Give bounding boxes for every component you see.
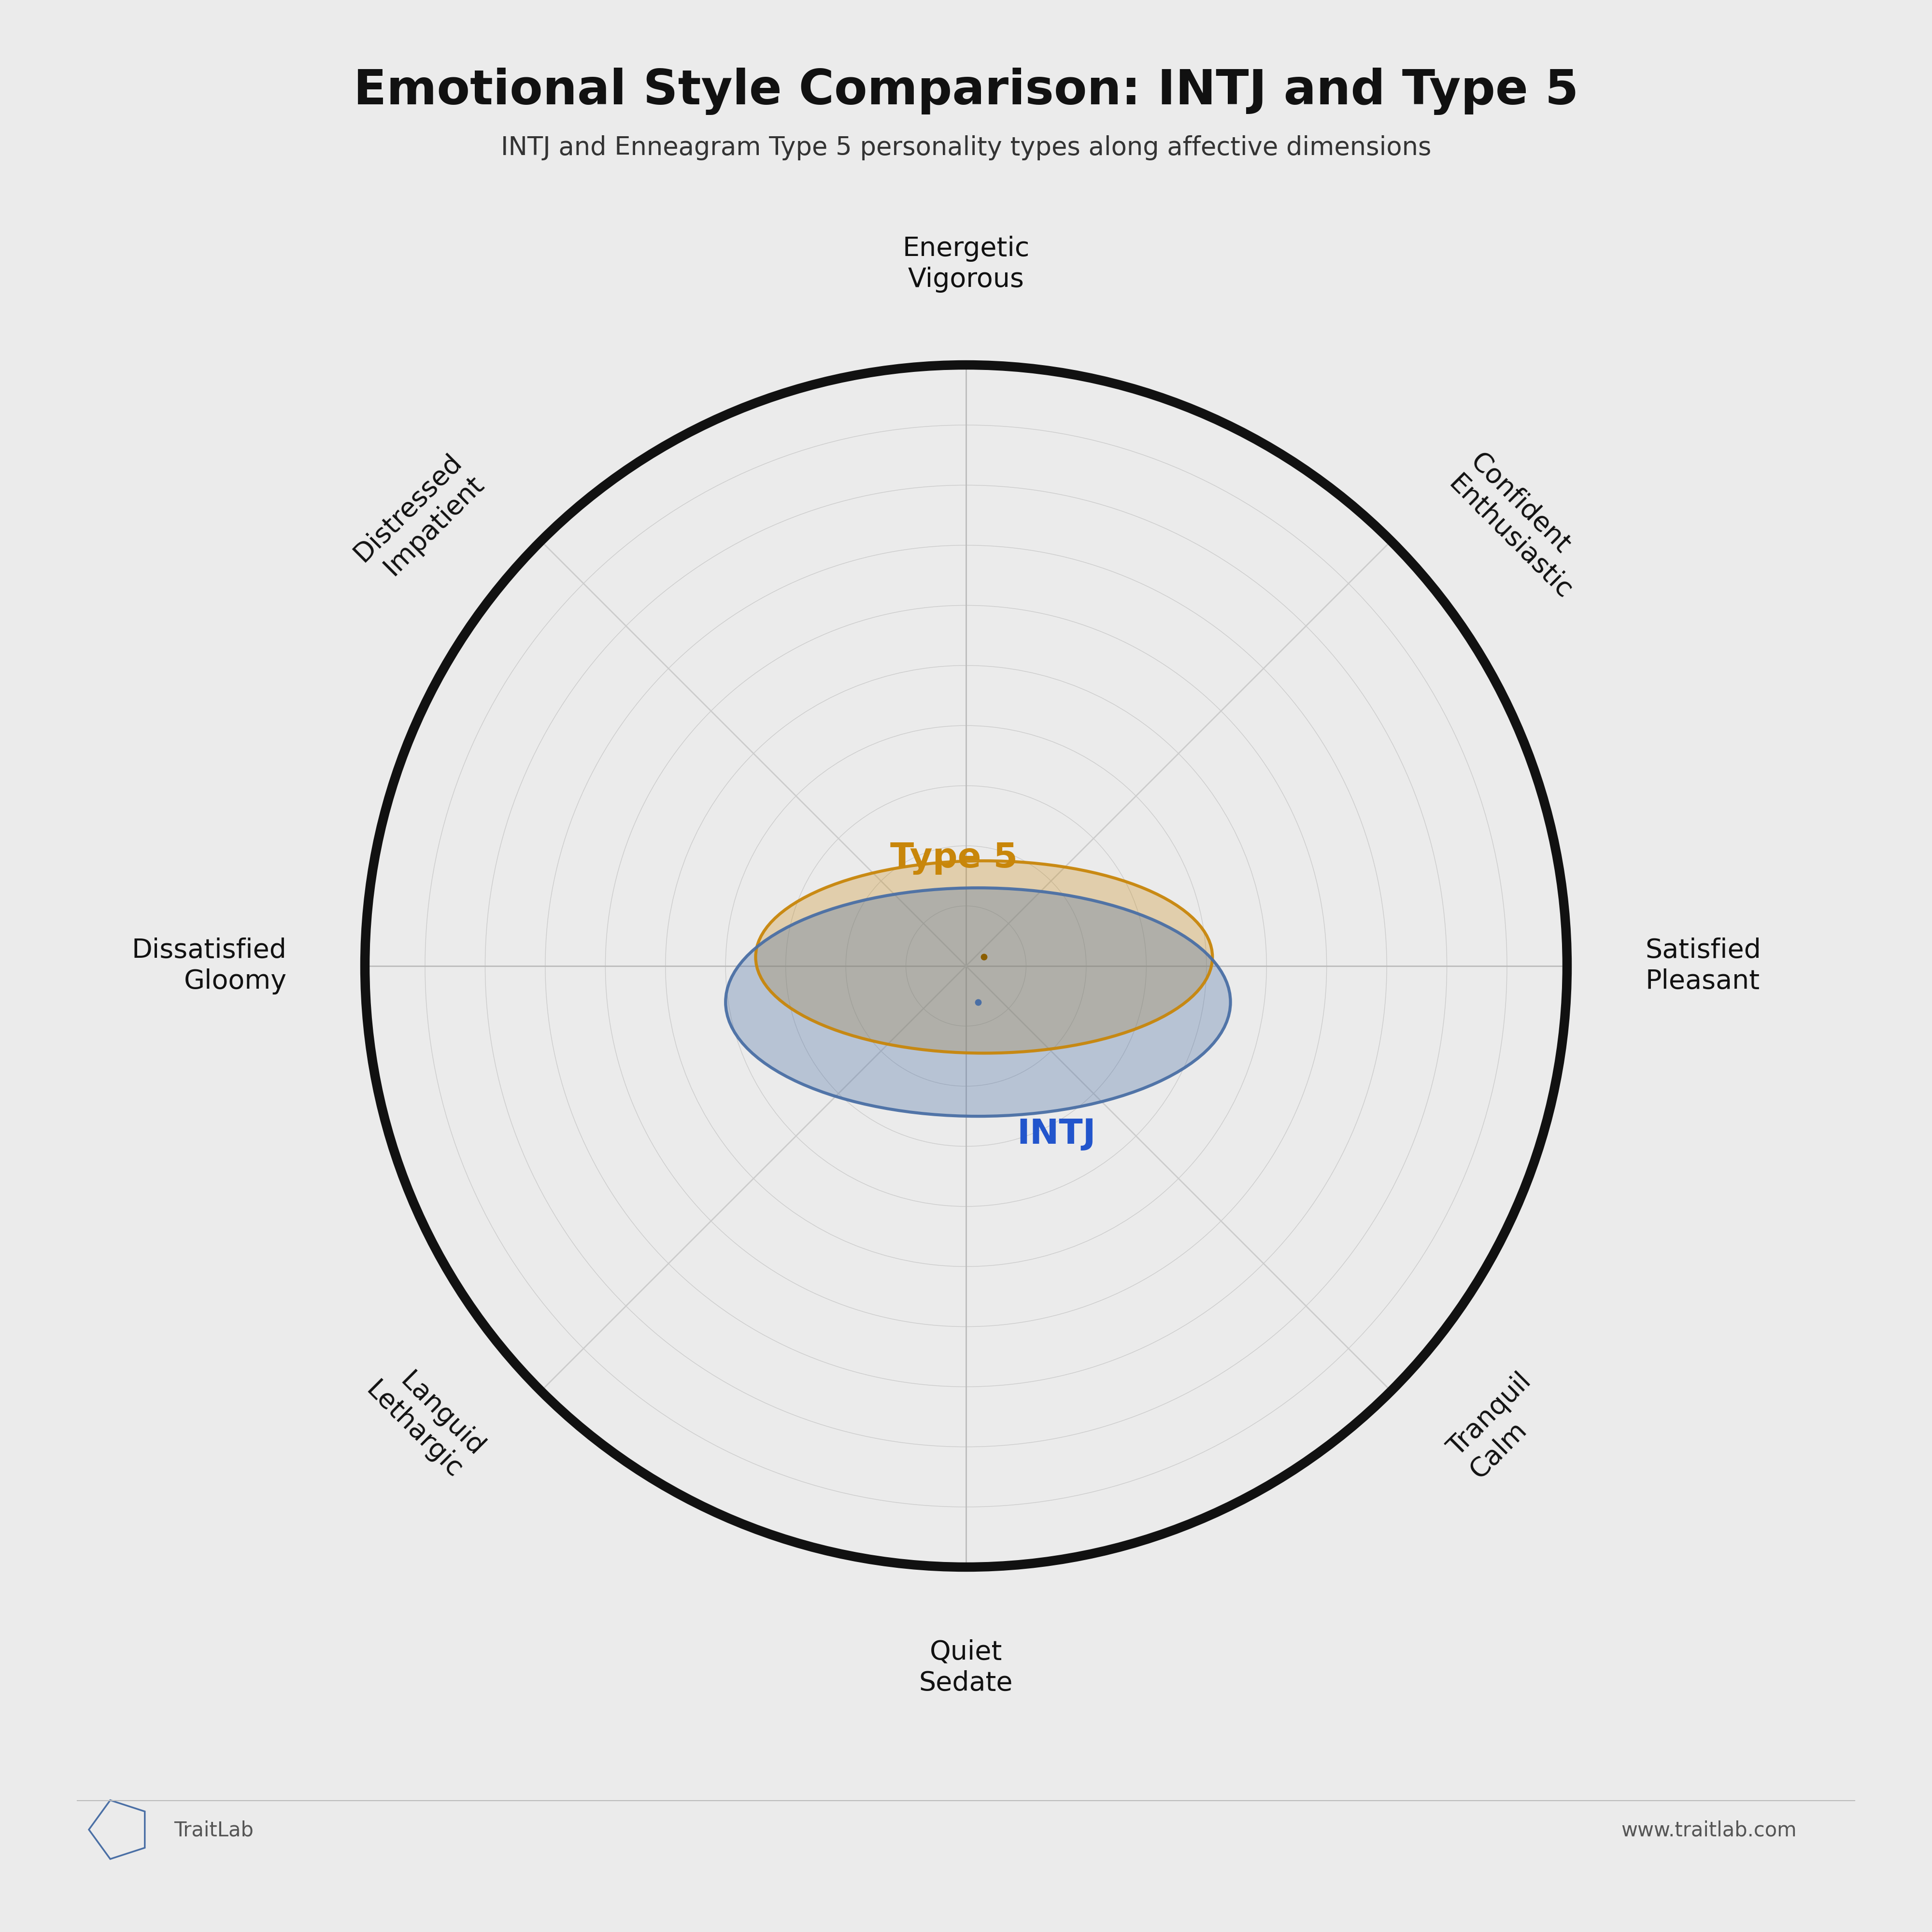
Text: Dissatisfied
Gloomy: Dissatisfied Gloomy [131,937,286,995]
Point [968,941,999,972]
Ellipse shape [726,889,1231,1117]
Text: Confident
Enthusiastic: Confident Enthusiastic [1443,448,1600,605]
Text: Satisfied
Pleasant: Satisfied Pleasant [1646,937,1762,995]
Text: TraitLab: TraitLab [174,1820,253,1839]
Text: INTJ: INTJ [1016,1117,1095,1151]
Text: Emotional Style Comparison: INTJ and Type 5: Emotional Style Comparison: INTJ and Typ… [354,68,1578,116]
Text: Tranquil
Calm: Tranquil Calm [1443,1368,1559,1484]
Text: Energetic
Vigorous: Energetic Vigorous [902,236,1030,294]
Text: www.traitlab.com: www.traitlab.com [1621,1820,1797,1839]
Text: Languid
Lethargic: Languid Lethargic [361,1354,489,1484]
Ellipse shape [755,862,1213,1053]
Text: Type 5: Type 5 [891,840,1018,875]
Text: INTJ and Enneagram Type 5 personality types along affective dimensions: INTJ and Enneagram Type 5 personality ty… [500,135,1432,160]
Text: Quiet
Sedate: Quiet Sedate [920,1638,1012,1696]
Point [962,987,993,1018]
Text: Distressed
Impatient: Distressed Impatient [348,448,489,589]
